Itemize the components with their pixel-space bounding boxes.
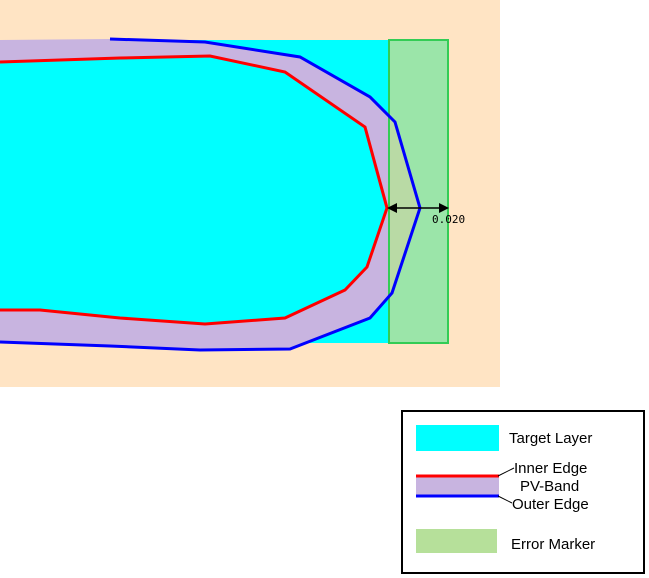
outer-edge-line: [0, 37, 422, 352]
legend-label-target-layer: Target Layer: [509, 430, 592, 447]
legend-label-pv-band: PV-Band: [520, 478, 579, 495]
legend-swatch-error-marker: [416, 529, 497, 553]
legend-label-outer-edge: Outer Edge: [512, 496, 589, 513]
legend-label-inner-edge: Inner Edge: [514, 460, 587, 477]
measurement-arrowhead-right: [439, 203, 449, 213]
legend-leader-outer-edge: [497, 495, 513, 504]
legend-swatch-pv-band: [416, 475, 499, 497]
pv-band-shape: [0, 39, 420, 350]
legend-leader-inner-edge: [497, 467, 515, 477]
legend: Target Layer Inner Edge PV-Band Outer Ed…: [401, 410, 645, 574]
inner-edge-line: [0, 54, 389, 326]
error-marker-rect: [388, 39, 449, 344]
measurement-label: 0.020: [432, 213, 465, 226]
measurement-arrowhead-left: [387, 203, 397, 213]
legend-label-error-marker: Error Marker: [511, 536, 595, 553]
legend-swatch-target-layer: [416, 425, 499, 451]
